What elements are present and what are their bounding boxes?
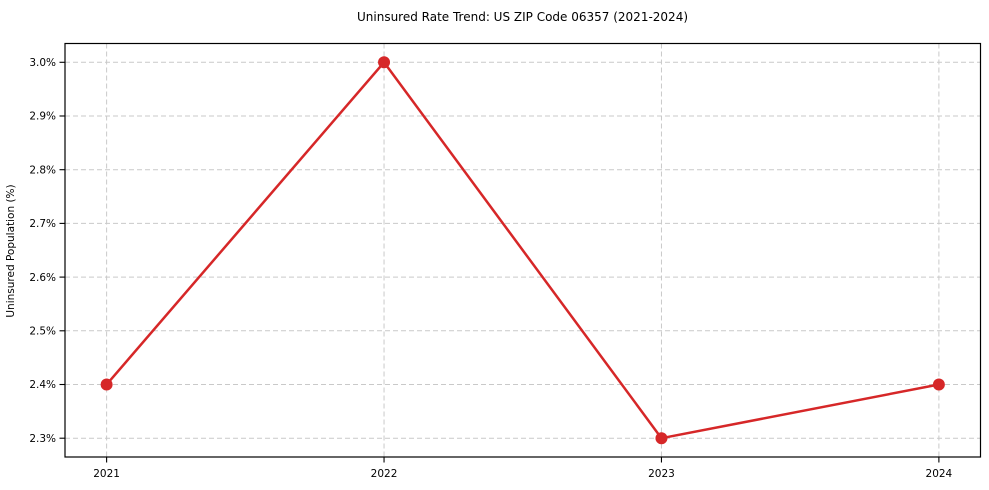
x-tick-label: 2021 [93, 468, 120, 480]
data-point-marker [655, 432, 668, 445]
data-point-marker [932, 378, 945, 391]
y-tick-label: 2.4% [29, 379, 56, 391]
trend-line [105, 61, 941, 440]
axes-spines [64, 42, 982, 458]
y-tick-label: 2.5% [29, 326, 56, 338]
y-tick-label: 2.3% [29, 433, 56, 445]
y-tick-label: 2.7% [29, 218, 56, 230]
y-axis-label: Uninsured Population (%) [5, 184, 17, 317]
x-tick-label: 2023 [648, 468, 675, 480]
y-tick-label: 2.6% [29, 272, 56, 284]
data-point-marker [100, 378, 113, 391]
y-tick-label: 2.8% [29, 164, 56, 176]
y-tick-label: 2.9% [29, 111, 56, 123]
data-point-marker [378, 56, 391, 69]
plot-area: 2.3% 2.4% 2.5% 2.6% 2.7% 2.8% 2.9% 3.0% 2021 2022… [29, 42, 982, 480]
y-tick-label: 3.0% [29, 57, 56, 69]
x-tick-label: 2022 [371, 468, 398, 480]
x-tick-label: 2024 [926, 468, 953, 480]
chart-title: Uninsured Rate Trend: US ZIP Code 06357 … [357, 10, 688, 24]
